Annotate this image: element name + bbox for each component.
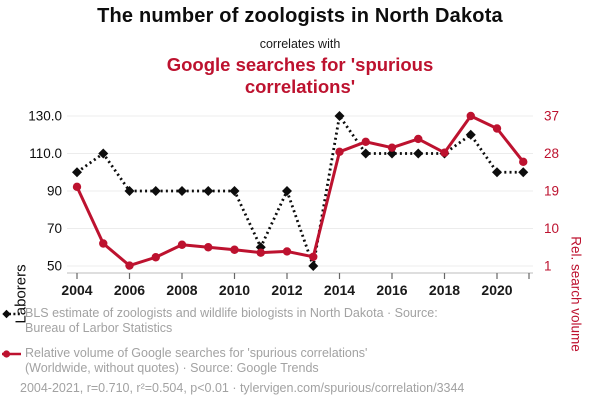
right-axis-title: Rel. search volume <box>568 236 584 352</box>
legend-line: (Worldwide, without quotes) · Source: Go… <box>25 361 319 375</box>
x-tick-label: 2012 <box>271 282 302 298</box>
y-tick-label-left: 70 <box>47 221 62 236</box>
x-tick-label: 2006 <box>114 282 145 298</box>
diamond-marker <box>150 186 161 196</box>
dual-axis-line-chart: 130.0 37 110.0 28 90 19 70 10 50 1 2004 2006 2008 201… <box>28 109 559 299</box>
circle-marker <box>230 245 239 254</box>
diamond-marker <box>465 129 476 140</box>
x-tick-label: 2010 <box>219 282 250 298</box>
stats-footnote: 2004-2021, r=0.710, r²=0.504, p<0.01 · t… <box>20 381 465 395</box>
y-tick-label-right: 37 <box>544 109 559 124</box>
circle-marker <box>204 243 213 252</box>
diamond-marker <box>72 167 82 178</box>
correlates-with-text: correlates with <box>259 37 341 51</box>
y-tick-label-left: 110.0 <box>29 146 62 161</box>
circle-marker <box>99 239 108 248</box>
circle-marker <box>335 147 344 157</box>
y-tick-label-right: 1 <box>544 259 552 274</box>
red-dot-solid-line-icon <box>2 350 21 358</box>
x-tick-label: 2004 <box>61 282 92 298</box>
legend-item-zoologists: BLS estimate of zoologists and wildlife … <box>2 306 438 336</box>
legend-item-label: Relative volume of Google searches for '… <box>25 346 367 376</box>
circle-marker <box>125 261 134 270</box>
diamond-marker <box>98 148 109 159</box>
diamond-marker <box>124 186 135 196</box>
legend-item-searches: Relative volume of Google searches for '… <box>2 346 367 376</box>
diamond-marker <box>413 148 424 159</box>
diamond-marker <box>282 186 292 196</box>
circle-marker <box>466 111 475 121</box>
y-tick-label-right: 19 <box>544 184 559 199</box>
x-tick-label: 2020 <box>481 282 512 298</box>
circle-marker <box>72 182 82 192</box>
y-tick-label-left: 90 <box>47 184 62 199</box>
circle-marker <box>256 248 265 257</box>
circle-marker <box>387 143 397 152</box>
legend-item-label: BLS estimate of zoologists and wildlife … <box>25 306 438 336</box>
x-tick-label: 2014 <box>324 282 355 298</box>
circle-marker <box>309 252 318 262</box>
circle-marker <box>177 240 187 249</box>
circle-marker <box>151 253 160 262</box>
x-tick-label: 2018 <box>429 282 460 298</box>
y-tick-label-right: 28 <box>544 146 559 161</box>
circle-marker <box>414 134 423 144</box>
legend-line: Relative volume of Google searches for '… <box>25 346 368 360</box>
circle-marker <box>492 124 502 133</box>
y-tick-label-right: 10 <box>544 221 559 236</box>
diamond-marker <box>203 186 214 196</box>
circle-marker <box>440 148 449 157</box>
diamond-marker <box>308 261 319 271</box>
secondary-title: Google searches for 'spurious correlatio… <box>166 54 434 97</box>
circle-marker <box>361 137 370 147</box>
black-diamond-dotted-line-icon <box>2 309 21 319</box>
circle-marker <box>282 247 292 256</box>
x-tick-label: 2008 <box>166 282 197 298</box>
legend-line: BLS estimate of zoologists and wildlife … <box>25 306 438 320</box>
searches-line <box>75 114 525 268</box>
y-tick-label-left: 130.0 <box>28 109 62 124</box>
diamond-marker <box>360 148 371 159</box>
circle-marker <box>519 157 528 167</box>
diamond-marker <box>518 167 529 178</box>
diamond-marker <box>334 111 345 121</box>
diamond-marker <box>177 186 187 196</box>
diamond-marker <box>492 167 502 178</box>
x-tick-label: 2016 <box>376 282 407 298</box>
diamond-marker <box>229 186 240 196</box>
page-title: The number of zoologists in North Dakota <box>97 5 503 27</box>
y-tick-label-left: 50 <box>47 259 62 274</box>
legend-line: Bureau of Larbor Statistics <box>25 321 173 335</box>
chart-area: 130.0 37 110.0 28 90 19 70 10 50 1 2004 2006 2008 201… <box>0 103 600 352</box>
